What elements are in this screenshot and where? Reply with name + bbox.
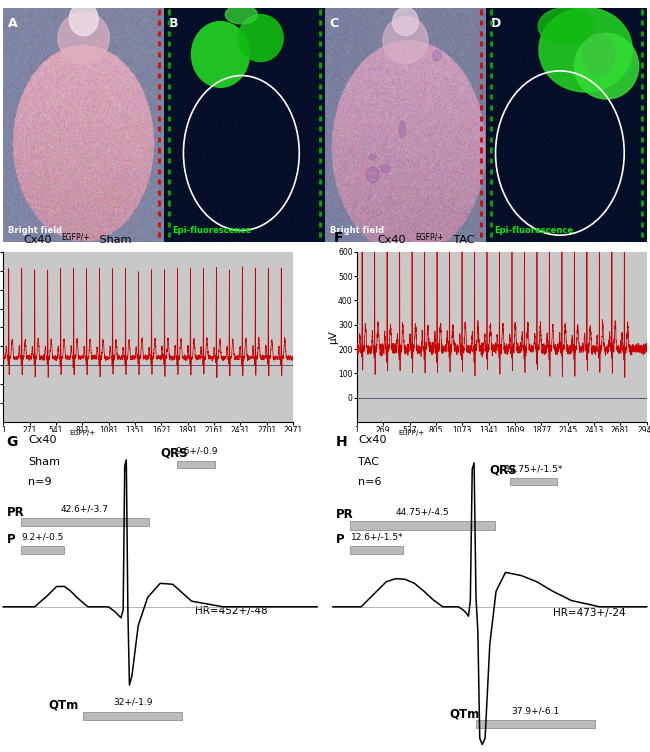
Ellipse shape bbox=[433, 50, 441, 61]
Text: n=9: n=9 bbox=[29, 477, 52, 487]
Text: B: B bbox=[169, 17, 179, 30]
Bar bbox=[350, 521, 495, 529]
Text: Bright field: Bright field bbox=[8, 226, 62, 235]
Text: Cx40: Cx40 bbox=[358, 435, 387, 444]
Ellipse shape bbox=[238, 14, 283, 62]
Ellipse shape bbox=[383, 17, 428, 64]
Text: Cx40: Cx40 bbox=[23, 235, 52, 245]
Text: QRS: QRS bbox=[490, 464, 517, 477]
Ellipse shape bbox=[399, 120, 406, 138]
Text: C: C bbox=[330, 17, 339, 30]
Text: P: P bbox=[336, 532, 344, 546]
Text: Cx40: Cx40 bbox=[377, 235, 406, 245]
Text: QRS: QRS bbox=[160, 447, 188, 459]
Text: Cx40: Cx40 bbox=[29, 435, 57, 444]
Text: 9.6+/-0.9: 9.6+/-0.9 bbox=[175, 447, 218, 456]
Ellipse shape bbox=[69, 3, 98, 35]
X-axis label: milliseconds: milliseconds bbox=[469, 441, 534, 450]
Text: 37.9+/-6.1: 37.9+/-6.1 bbox=[511, 706, 560, 715]
Ellipse shape bbox=[369, 154, 376, 159]
Ellipse shape bbox=[539, 8, 632, 92]
Text: Epi-fluorescence: Epi-fluorescence bbox=[494, 226, 573, 235]
Text: D: D bbox=[491, 17, 501, 30]
Text: H: H bbox=[336, 435, 348, 449]
Text: EGFP/+: EGFP/+ bbox=[398, 430, 425, 436]
Ellipse shape bbox=[367, 167, 379, 183]
Text: F: F bbox=[333, 231, 343, 245]
Text: 32+/-1.9: 32+/-1.9 bbox=[113, 698, 153, 707]
Y-axis label: μV: μV bbox=[328, 330, 338, 344]
Text: Sham: Sham bbox=[96, 235, 131, 245]
Text: P: P bbox=[6, 532, 15, 546]
Text: EGFP/+: EGFP/+ bbox=[415, 232, 443, 241]
Text: A: A bbox=[8, 17, 18, 30]
Ellipse shape bbox=[575, 33, 639, 99]
Ellipse shape bbox=[393, 8, 419, 35]
Text: EGFP/+: EGFP/+ bbox=[69, 430, 96, 436]
Text: HR=452+/-48: HR=452+/-48 bbox=[195, 607, 267, 617]
Text: 12.6+/-1.5*: 12.6+/-1.5* bbox=[350, 532, 403, 541]
Text: 42.6+/-3.7: 42.6+/-3.7 bbox=[61, 505, 109, 514]
Bar bbox=[83, 711, 182, 720]
Bar bbox=[21, 546, 64, 553]
Text: PR: PR bbox=[336, 508, 354, 520]
Text: PR: PR bbox=[6, 506, 24, 519]
Ellipse shape bbox=[226, 5, 257, 24]
Text: TAC: TAC bbox=[358, 456, 379, 467]
Bar bbox=[350, 546, 404, 553]
Bar bbox=[177, 461, 215, 468]
X-axis label: milliseconds: milliseconds bbox=[116, 441, 181, 450]
Text: G: G bbox=[6, 435, 18, 449]
Ellipse shape bbox=[380, 165, 391, 173]
Text: TAC: TAC bbox=[450, 235, 474, 245]
Ellipse shape bbox=[58, 12, 109, 64]
Text: EGFP/+: EGFP/+ bbox=[61, 232, 90, 241]
Ellipse shape bbox=[192, 22, 250, 87]
Bar bbox=[21, 518, 150, 526]
Text: HR=473+/-24: HR=473+/-24 bbox=[552, 608, 625, 618]
Text: 44.75+/-4.5: 44.75+/-4.5 bbox=[395, 508, 449, 517]
Text: 12.75+/-1.5*: 12.75+/-1.5* bbox=[504, 464, 563, 473]
Text: n=6: n=6 bbox=[358, 477, 382, 487]
Text: QTm: QTm bbox=[449, 707, 479, 720]
Bar bbox=[510, 478, 557, 485]
Ellipse shape bbox=[538, 8, 595, 45]
Text: Epi-fluorescence: Epi-fluorescence bbox=[172, 226, 252, 235]
Bar bbox=[476, 720, 595, 728]
Text: Bright field: Bright field bbox=[330, 226, 384, 235]
Ellipse shape bbox=[582, 33, 614, 75]
Text: Sham: Sham bbox=[29, 456, 60, 467]
Text: 9.2+/-0.5: 9.2+/-0.5 bbox=[21, 532, 64, 541]
Text: QTm: QTm bbox=[49, 699, 79, 711]
